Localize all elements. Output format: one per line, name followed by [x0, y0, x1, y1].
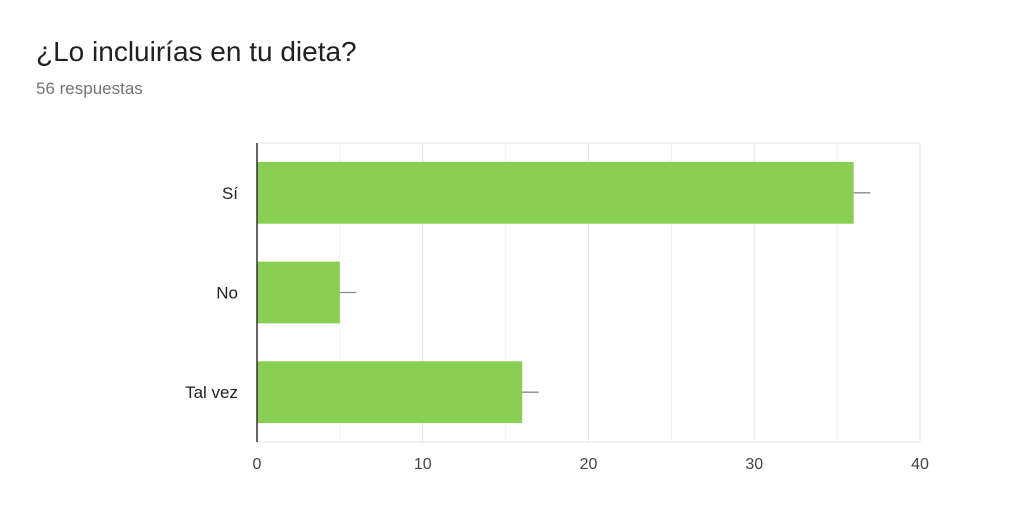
category-label: Sí — [222, 184, 238, 203]
x-tick-label: 0 — [253, 456, 262, 473]
bar-1 — [257, 261, 340, 324]
bar-0 — [257, 161, 854, 224]
labels: Sí No Tal vez 0 10 20 30 40 — [185, 184, 929, 473]
bar-2 — [257, 361, 523, 424]
x-tick-label: 20 — [580, 456, 598, 473]
category-label: No — [216, 284, 238, 303]
x-tick-label: 10 — [414, 456, 432, 473]
x-tick-label: 40 — [911, 456, 929, 473]
bars — [257, 161, 871, 424]
chart-title: ¿Lo incluirías en tu dieta? — [36, 36, 357, 67]
x-tick-label: 30 — [745, 456, 763, 473]
response-count: 56 respuestas — [36, 79, 143, 98]
category-label: Tal vez — [185, 383, 238, 402]
